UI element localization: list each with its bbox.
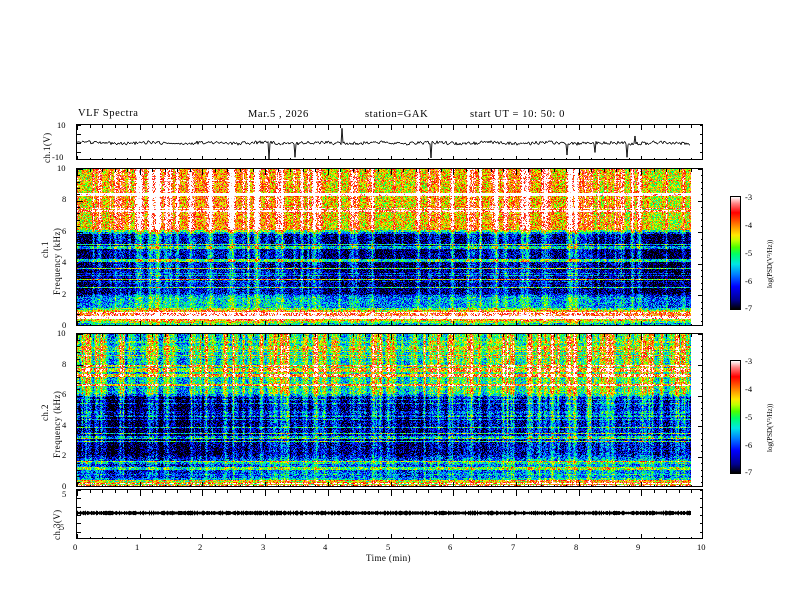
xtick-4: 4	[323, 542, 328, 552]
ch2-spec-ytick-2: 2	[62, 450, 67, 460]
start-ut-time: start UT = 10: 50: 0	[470, 109, 566, 120]
colorbar-ch2-tick--4: -4	[745, 384, 753, 394]
colorbar-ch1	[730, 196, 741, 310]
ch1-spec-ytick-6: 6	[62, 226, 67, 236]
ch2-spec-ytick-0: 0	[62, 481, 67, 491]
xtick-10: 10	[697, 542, 706, 552]
colorbar-ch1-gradient	[731, 197, 740, 309]
ch1-spectrogram-ylabel-freq: Frequency (kHz)	[52, 227, 62, 295]
ch1-spec-ytick-10: 10	[57, 163, 66, 173]
xtick-2: 2	[198, 542, 203, 552]
xtick-6: 6	[448, 542, 453, 552]
ch1-spectrogram-panel	[76, 168, 703, 326]
ch2-spectrogram-ylabel-freq: Frequency (kHz)	[52, 390, 62, 458]
ch3-waveform-ylabel: ch.3(V)	[52, 509, 62, 540]
colorbar-ch1-label: log(PSD(V²/Hz))	[766, 239, 774, 288]
xtick-3: 3	[261, 542, 266, 552]
colorbar-ch2-tick--6: -6	[745, 440, 753, 450]
colorbar-ch2	[730, 360, 741, 474]
xtick-7: 7	[511, 542, 516, 552]
ch3-ytick-top: 5	[62, 489, 67, 499]
xtick-0: 0	[73, 542, 78, 552]
ch3-ytick-bottom: -5	[57, 522, 65, 532]
ch1-spectrogram-ylabel-ch: ch.1	[40, 241, 50, 258]
ch1-spec-ytick-4: 4	[62, 257, 67, 267]
xtick-8: 8	[574, 542, 579, 552]
ch1-spec-ytick-0: 0	[62, 320, 67, 330]
colorbar-ch1-tick--6: -6	[745, 276, 753, 286]
colorbar-ch2-gradient	[731, 361, 740, 473]
ch1-ytick-top: 10	[57, 120, 66, 130]
ch2-spec-ytick-4: 4	[62, 420, 67, 430]
ch1-spec-ytick-2: 2	[62, 289, 67, 299]
ch1-spec-ytick-8: 8	[62, 194, 67, 204]
ch1-ytick-bottom: -10	[52, 152, 64, 162]
colorbar-ch2-label: log(PSD(V²/Hz))	[766, 403, 774, 452]
xtick-1: 1	[135, 542, 140, 552]
colorbar-ch2-tick--5: -5	[745, 412, 753, 422]
ch1-waveform-panel	[76, 124, 703, 160]
ch2-spectrogram-panel	[76, 333, 703, 487]
ch2-spectrogram-ylabel-ch: ch.2	[40, 404, 50, 421]
colorbar-ch1-tick--5: -5	[745, 248, 753, 258]
colorbar-ch2-tick--3: -3	[745, 356, 753, 366]
colorbar-ch1-tick--4: -4	[745, 220, 753, 230]
ch2-spec-ytick-6: 6	[62, 389, 67, 399]
ch1-waveform-ylabel: ch.1(V)	[42, 132, 52, 163]
xaxis-label: Time (min)	[366, 553, 411, 563]
station-name: station=GAK	[365, 109, 429, 120]
colorbar-ch1-tick--7: -7	[745, 303, 753, 313]
ch2-spec-ytick-10: 10	[57, 328, 66, 338]
ch3-waveform-panel	[76, 489, 703, 539]
observation-date: Mar.5 , 2026	[248, 109, 309, 120]
colorbar-ch1-tick--3: -3	[745, 192, 753, 202]
xtick-5: 5	[386, 542, 391, 552]
ch2-spec-ytick-8: 8	[62, 359, 67, 369]
figure-title: VLF Spectra	[78, 108, 139, 119]
xtick-9: 9	[636, 542, 641, 552]
colorbar-ch2-tick--7: -7	[745, 467, 753, 477]
